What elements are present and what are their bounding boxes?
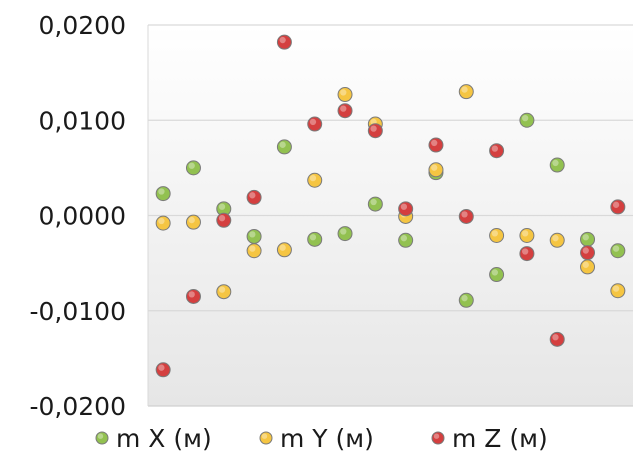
data-point: [610, 199, 626, 215]
data-point: [367, 123, 383, 139]
legend-marker-icon: [259, 431, 273, 445]
data-point: [428, 137, 444, 153]
data-point: [337, 103, 353, 119]
legend-label: m X (м): [116, 424, 212, 453]
data-point: [549, 331, 565, 347]
data-point: [216, 284, 232, 300]
data-point: [610, 243, 626, 259]
data-point: [519, 228, 535, 244]
data-point: [307, 116, 323, 132]
data-point: [519, 246, 535, 262]
data-point: [580, 245, 596, 261]
data-point: [307, 231, 323, 247]
data-point: [519, 112, 535, 128]
data-point: [549, 232, 565, 248]
data-point: [458, 292, 474, 308]
data-point: [155, 362, 171, 378]
y-tick-label: -0,0100: [30, 297, 127, 326]
series-1: [155, 112, 626, 308]
data-point: [398, 201, 414, 217]
y-tick-label: 0,0000: [39, 202, 126, 231]
data-point: [458, 84, 474, 100]
data-point: [428, 162, 444, 178]
legend: m X (м) m Y (м) m Z (м): [95, 424, 548, 453]
data-point: [580, 231, 596, 247]
legend-label: m Y (м): [280, 424, 374, 453]
data-point: [216, 212, 232, 228]
data-point: [337, 226, 353, 242]
series-3: [155, 34, 626, 378]
data-point: [155, 215, 171, 231]
data-point: [610, 283, 626, 299]
data-point: [337, 87, 353, 103]
data-point: [246, 228, 262, 244]
legend-label: m Z (м): [452, 424, 548, 453]
data-point: [458, 208, 474, 224]
data-point: [489, 143, 505, 159]
data-point: [367, 196, 383, 212]
data-point: [489, 267, 505, 283]
data-point: [276, 34, 292, 50]
y-tick-label: 0,0200: [39, 11, 126, 40]
legend-item: m Y (м): [259, 424, 374, 453]
data-point: [489, 228, 505, 244]
legend-item: m Z (м): [431, 424, 548, 453]
data-point: [246, 243, 262, 259]
data-point: [276, 242, 292, 258]
data-points: [155, 34, 626, 378]
legend-item: m X (м): [95, 424, 212, 453]
data-point: [549, 157, 565, 173]
data-point: [185, 160, 201, 176]
y-tick-label: 0,0100: [39, 106, 126, 135]
data-point: [246, 189, 262, 205]
data-point: [276, 139, 292, 155]
data-point: [155, 186, 171, 202]
y-tick-labels: 0,0200 0,0100 0,0000 -0,0100 -0,0200: [30, 11, 127, 421]
y-tick-label: -0,0200: [30, 392, 127, 421]
data-point: [580, 259, 596, 275]
legend-marker-icon: [95, 431, 109, 445]
data-point: [307, 172, 323, 188]
data-point: [398, 232, 414, 248]
data-point: [185, 214, 201, 230]
legend-marker-icon: [431, 431, 445, 445]
data-point: [185, 288, 201, 304]
